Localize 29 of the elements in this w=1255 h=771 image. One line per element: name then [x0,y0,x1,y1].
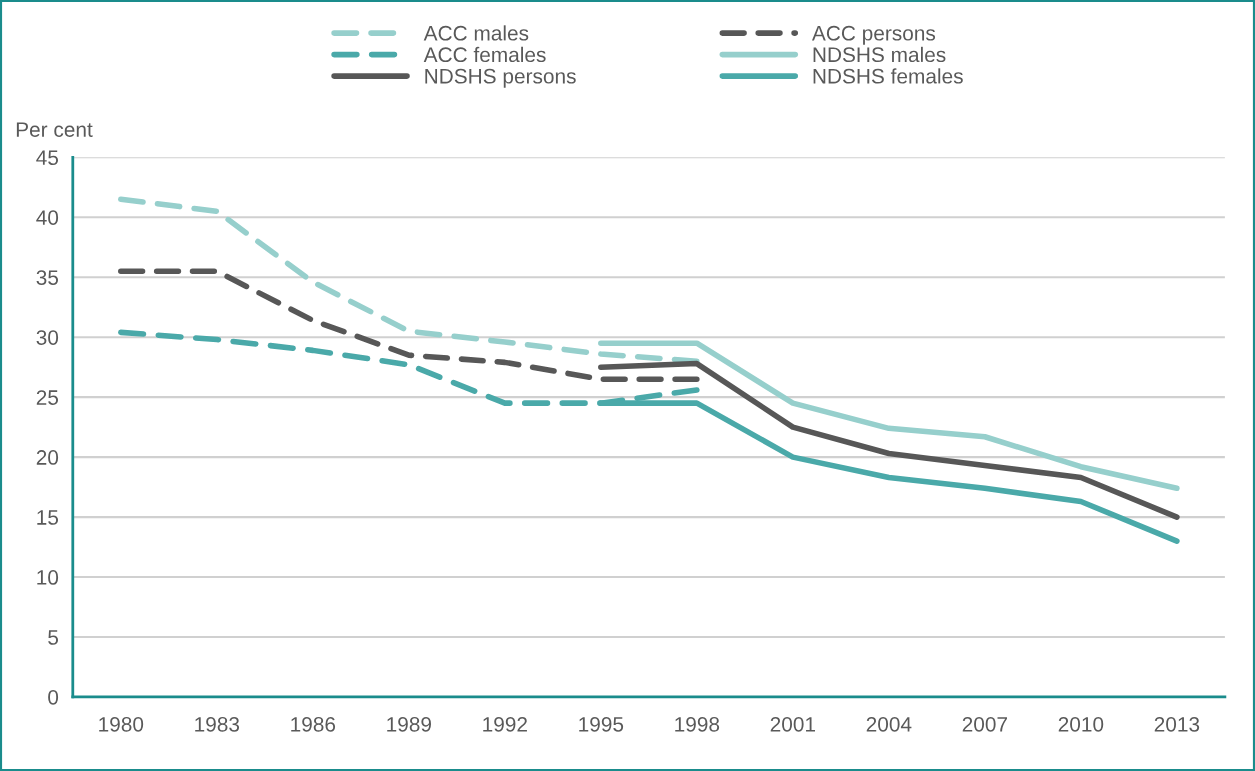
x-tick-label: 1989 [387,716,431,732]
x-tick-label: 1998 [675,716,720,732]
x-tick-label: 1983 [195,716,240,732]
y-tick-label: 5 [48,630,59,645]
legend-label: NDSHS females [813,68,963,84]
y-tick-label: 15 [37,510,59,525]
y-tick-label: 35 [36,270,59,285]
y-tick-label: 30 [36,330,59,345]
x-tick-label: 2001 [770,716,815,732]
legend-label: ACC males [423,25,529,41]
y-axis-title: Per cent [16,122,93,137]
x-tick-label: 2007 [962,716,1007,732]
y-tick-label: 20 [36,450,59,465]
x-tick-label: 1992 [483,716,527,732]
y-tick-label: 45 [36,150,59,166]
y-tick-label: 40 [36,210,59,225]
x-tick-label: 1995 [579,716,624,732]
x-tick-label: 2004 [866,716,912,732]
y-tick-label: 10 [37,570,59,585]
x-tick-label: 2013 [1154,716,1200,732]
legend-label: ACC females [423,46,546,63]
legend-label: NDSHS persons [425,68,576,88]
legend-label: ACC persons [811,25,936,45]
y-tick-label: 0 [48,689,59,705]
y-tick-label: 25 [36,390,59,405]
legend-label: NDSHS males [813,46,946,63]
x-tick-label: 1980 [99,716,144,732]
x-tick-label: 1986 [291,716,336,732]
x-tick-label: 2010 [1058,716,1104,732]
